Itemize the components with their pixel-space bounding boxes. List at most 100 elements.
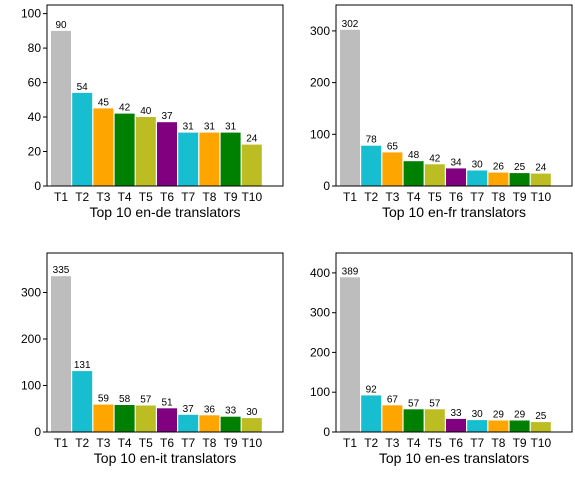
x-tick-label: T6: [160, 436, 174, 450]
bar-3-t9: [221, 417, 241, 432]
y-tick-label: 100: [310, 385, 330, 399]
bar-4-t10: [531, 422, 551, 432]
x-tick-label: T5: [139, 436, 153, 450]
x-axis-title: Top 10 en-es translators: [379, 450, 529, 466]
bar-2-t9: [510, 173, 530, 186]
y-tick-label: 80: [28, 41, 42, 55]
bar-4-t9: [510, 421, 530, 433]
bar-4-t7: [467, 420, 487, 432]
y-tick-label: 300: [310, 306, 330, 320]
y-tick-label: 0: [34, 425, 41, 439]
y-tick-label: 200: [310, 345, 330, 359]
x-tick-label: T1: [54, 190, 68, 204]
x-tick-label: T4: [118, 436, 132, 450]
data-label: 57: [429, 398, 441, 409]
x-tick-label: T9: [224, 436, 238, 450]
bar-4-t2: [361, 395, 381, 432]
data-label: 51: [161, 397, 173, 408]
data-label: 42: [429, 153, 441, 164]
x-tick-label: T10: [530, 436, 551, 450]
data-label: 131: [74, 360, 91, 371]
data-label: 34: [450, 157, 462, 168]
x-tick-label: T1: [343, 190, 357, 204]
bar-1-t8: [199, 133, 219, 186]
x-tick-label: T8: [491, 190, 505, 204]
data-label: 40: [140, 106, 152, 117]
data-label: 37: [183, 404, 195, 415]
x-tick-label: T4: [407, 190, 421, 204]
bar-1-t5: [136, 117, 156, 186]
data-label: 45: [98, 97, 110, 108]
data-label: 33: [225, 406, 237, 417]
bar-3-t6: [157, 408, 177, 432]
data-label: 65: [387, 141, 399, 152]
data-label: 29: [493, 410, 505, 421]
bar-2-t3: [382, 152, 402, 186]
data-label: 42: [119, 103, 131, 114]
x-tick-label: T2: [364, 190, 378, 204]
data-label: 57: [140, 395, 152, 406]
data-label: 92: [366, 384, 378, 395]
data-label: 30: [472, 409, 484, 420]
bar-4-t8: [488, 421, 508, 433]
bar-3-t10: [242, 418, 262, 432]
data-label: 335: [53, 265, 70, 276]
bar-4-t1: [340, 277, 360, 432]
y-tick-label: 200: [310, 76, 330, 90]
data-label: 78: [366, 135, 378, 146]
data-label: 54: [77, 82, 89, 93]
x-tick-label: T10: [241, 436, 262, 450]
bar-1-t3: [93, 108, 113, 186]
bar-4-t5: [425, 409, 445, 432]
data-label: 33: [450, 408, 462, 419]
data-label: 31: [204, 122, 216, 133]
data-label: 29: [514, 410, 526, 421]
x-tick-label: T5: [139, 190, 153, 204]
y-tick-label: 20: [28, 145, 42, 159]
x-tick-label: T4: [118, 190, 132, 204]
x-tick-label: T3: [96, 436, 110, 450]
bar-3-t3: [93, 405, 113, 432]
data-label: 67: [387, 394, 399, 405]
data-label: 25: [514, 162, 526, 173]
bar-2-t5: [425, 164, 445, 186]
x-tick-label: T4: [407, 436, 421, 450]
x-tick-label: T7: [181, 436, 195, 450]
data-label: 37: [161, 111, 173, 122]
bar-2-t2: [361, 146, 381, 186]
y-tick-label: 0: [323, 425, 330, 439]
x-tick-label: T3: [385, 436, 399, 450]
data-label: 48: [408, 150, 420, 161]
x-tick-label: T7: [470, 436, 484, 450]
bar-2-t7: [467, 171, 487, 187]
x-tick-label: T8: [491, 436, 505, 450]
bar-1-t7: [178, 133, 198, 186]
bar-2-t4: [404, 161, 424, 186]
data-label: 31: [225, 122, 237, 133]
bar-4-t3: [382, 405, 402, 432]
bar-1-t6: [157, 122, 177, 186]
x-axis-title: Top 10 en-fr translators: [382, 204, 526, 220]
data-label: 302: [342, 19, 359, 30]
bar-1-t10: [242, 145, 262, 186]
bar-1-t4: [115, 114, 135, 186]
data-label: 30: [246, 407, 258, 418]
data-label: 389: [342, 266, 359, 277]
data-label: 36: [204, 404, 216, 415]
bar-3-t5: [136, 406, 156, 433]
x-tick-label: T7: [470, 190, 484, 204]
data-label: 26: [493, 162, 505, 173]
x-tick-label: T8: [202, 190, 216, 204]
y-tick-label: 40: [28, 110, 42, 124]
bar-1-t9: [221, 133, 241, 186]
data-label: 24: [246, 134, 258, 145]
x-tick-label: T9: [513, 190, 527, 204]
bar-4-t4: [404, 409, 424, 432]
x-tick-label: T1: [54, 436, 68, 450]
bar-2-t10: [531, 174, 551, 186]
bar-3-t2: [72, 371, 92, 432]
y-tick-label: 0: [323, 179, 330, 193]
y-tick-label: 300: [310, 24, 330, 38]
